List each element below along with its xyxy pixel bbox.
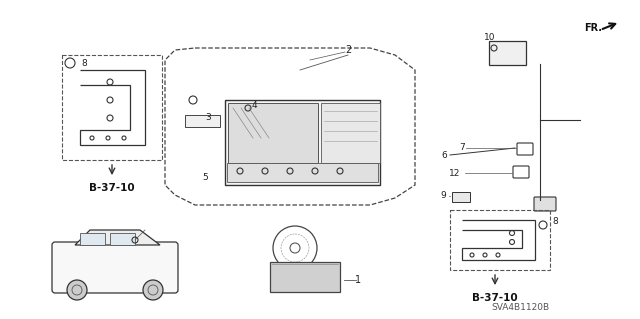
FancyBboxPatch shape: [80, 233, 105, 245]
Text: 3: 3: [205, 114, 211, 122]
Text: 1: 1: [355, 275, 361, 285]
FancyBboxPatch shape: [489, 41, 526, 65]
FancyBboxPatch shape: [452, 192, 470, 202]
Text: FR.: FR.: [584, 23, 602, 33]
Text: 7: 7: [459, 144, 465, 152]
Circle shape: [143, 280, 163, 300]
Text: SVA4B1120B: SVA4B1120B: [491, 303, 549, 313]
Text: 5: 5: [202, 174, 208, 182]
Text: 4: 4: [251, 101, 257, 110]
Text: 8: 8: [81, 58, 87, 68]
FancyBboxPatch shape: [185, 115, 220, 127]
Polygon shape: [75, 230, 160, 245]
Text: 6: 6: [441, 151, 447, 160]
Polygon shape: [270, 262, 340, 292]
FancyBboxPatch shape: [227, 163, 378, 182]
Text: 9: 9: [440, 191, 446, 201]
Text: 8: 8: [552, 218, 558, 226]
Circle shape: [67, 280, 87, 300]
FancyBboxPatch shape: [52, 242, 178, 293]
Text: B-37-10: B-37-10: [472, 293, 518, 303]
Text: 2: 2: [345, 45, 351, 55]
FancyBboxPatch shape: [225, 100, 380, 185]
FancyBboxPatch shape: [228, 103, 318, 163]
FancyBboxPatch shape: [110, 233, 135, 245]
FancyBboxPatch shape: [534, 197, 556, 211]
Text: B-37-10: B-37-10: [89, 183, 135, 193]
Text: 12: 12: [449, 168, 461, 177]
FancyBboxPatch shape: [321, 103, 380, 163]
Text: 10: 10: [484, 33, 496, 42]
